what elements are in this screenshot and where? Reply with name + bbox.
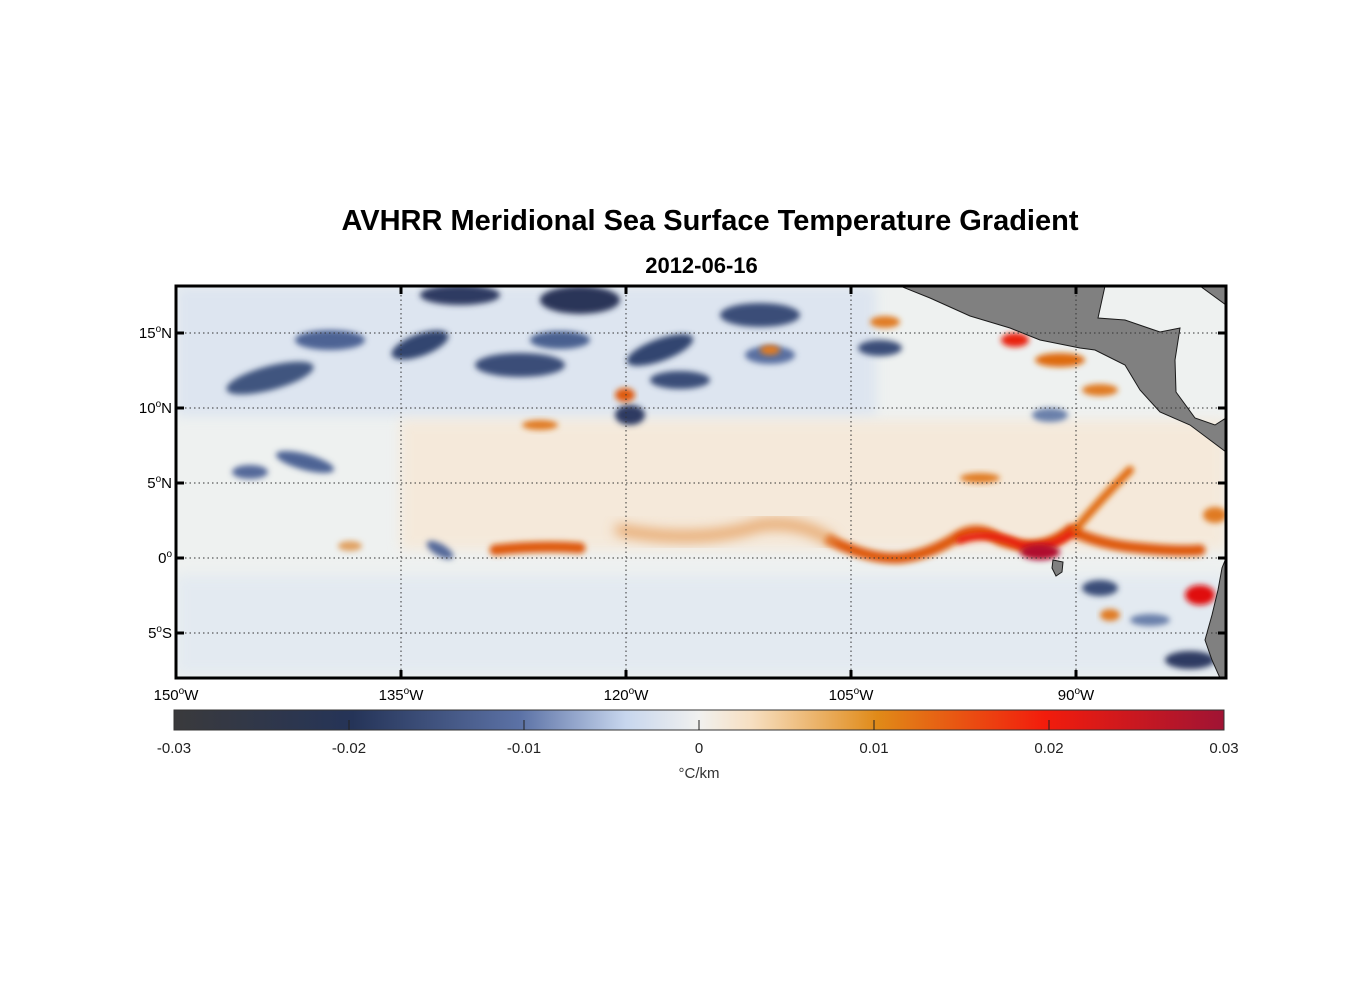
orange-patch [870, 316, 900, 328]
longitude-label: 90oW [1057, 686, 1095, 704]
blue-streak [530, 331, 590, 349]
blue-streak [275, 451, 335, 473]
blue-streak [615, 405, 645, 425]
negative-gradient-features [226, 286, 1215, 669]
galapagos-island [1051, 559, 1064, 577]
longitude-label: 105oW [828, 686, 874, 704]
blue-streak [232, 465, 268, 479]
diffuse-front [615, 519, 835, 545]
orange-patch [1203, 507, 1226, 523]
blue-streak [426, 540, 454, 560]
orange-patch [338, 541, 362, 551]
positive-gradient-features [338, 316, 1226, 621]
orange-patch [615, 388, 635, 402]
longitude-label: 120oW [603, 686, 649, 704]
latitude-label: 10oN [138, 399, 172, 417]
latitude-label: 5oS [148, 624, 172, 642]
blue-streak [1165, 651, 1215, 669]
diagonal-front [1071, 466, 1134, 534]
colorbar-tick-label: -0.03 [156, 740, 192, 757]
equatorial-front-core [956, 526, 1079, 551]
blue-streak [1082, 580, 1118, 596]
blue-streak [858, 340, 902, 356]
south-america-land [1204, 557, 1226, 678]
orange-patch [1082, 384, 1118, 396]
latitude-label: 0o [158, 549, 172, 567]
orange-patch [522, 420, 558, 430]
light-blue-band-south [176, 575, 1226, 675]
red-patch [1185, 585, 1215, 605]
colorbar-tick-label: 0 [694, 740, 704, 757]
orange-patch [1100, 609, 1120, 621]
blue-streak [626, 334, 694, 366]
blue-streak [650, 371, 710, 389]
blue-streak [420, 286, 500, 305]
blue-streak [540, 286, 620, 314]
blue-streak [1130, 614, 1170, 626]
map-frame [174, 284, 1228, 680]
colorbar-tick-label: 0.02 [1034, 740, 1064, 757]
blue-streak [391, 330, 449, 360]
latitude-label: 5oN [147, 474, 172, 492]
blue-streak [1032, 408, 1068, 422]
latitude-label: 15oN [138, 324, 172, 342]
blue-streak [226, 361, 314, 395]
north-america-land [1199, 286, 1226, 306]
colorbar-tick-label: 0.03 [1209, 740, 1239, 757]
map-date: 2012-06-16 [645, 253, 758, 278]
colorbar-ticks [348, 720, 1050, 730]
sst-gradient-field [176, 286, 1226, 678]
colorbar-tick-label: -0.01 [506, 740, 542, 757]
blue-streak [475, 353, 565, 377]
red-patch [1020, 544, 1060, 560]
orange-patch [1035, 353, 1085, 367]
orange-patch [960, 473, 1000, 483]
red-patch [1001, 333, 1029, 347]
longitude-label: 150oW [153, 686, 199, 704]
blue-streak [295, 330, 365, 350]
colorbar-tick-label: -0.02 [331, 740, 367, 757]
blue-streak [720, 303, 800, 327]
colorbar-units: °C/km [678, 765, 720, 782]
orange-patch [760, 345, 780, 355]
longitude-label: 135oW [378, 686, 424, 704]
colorbar-tick-label: 0.01 [859, 740, 889, 757]
map-title: AVHRR Meridional Sea Surface Temperature… [341, 205, 1079, 237]
central-america-land [899, 286, 1226, 453]
